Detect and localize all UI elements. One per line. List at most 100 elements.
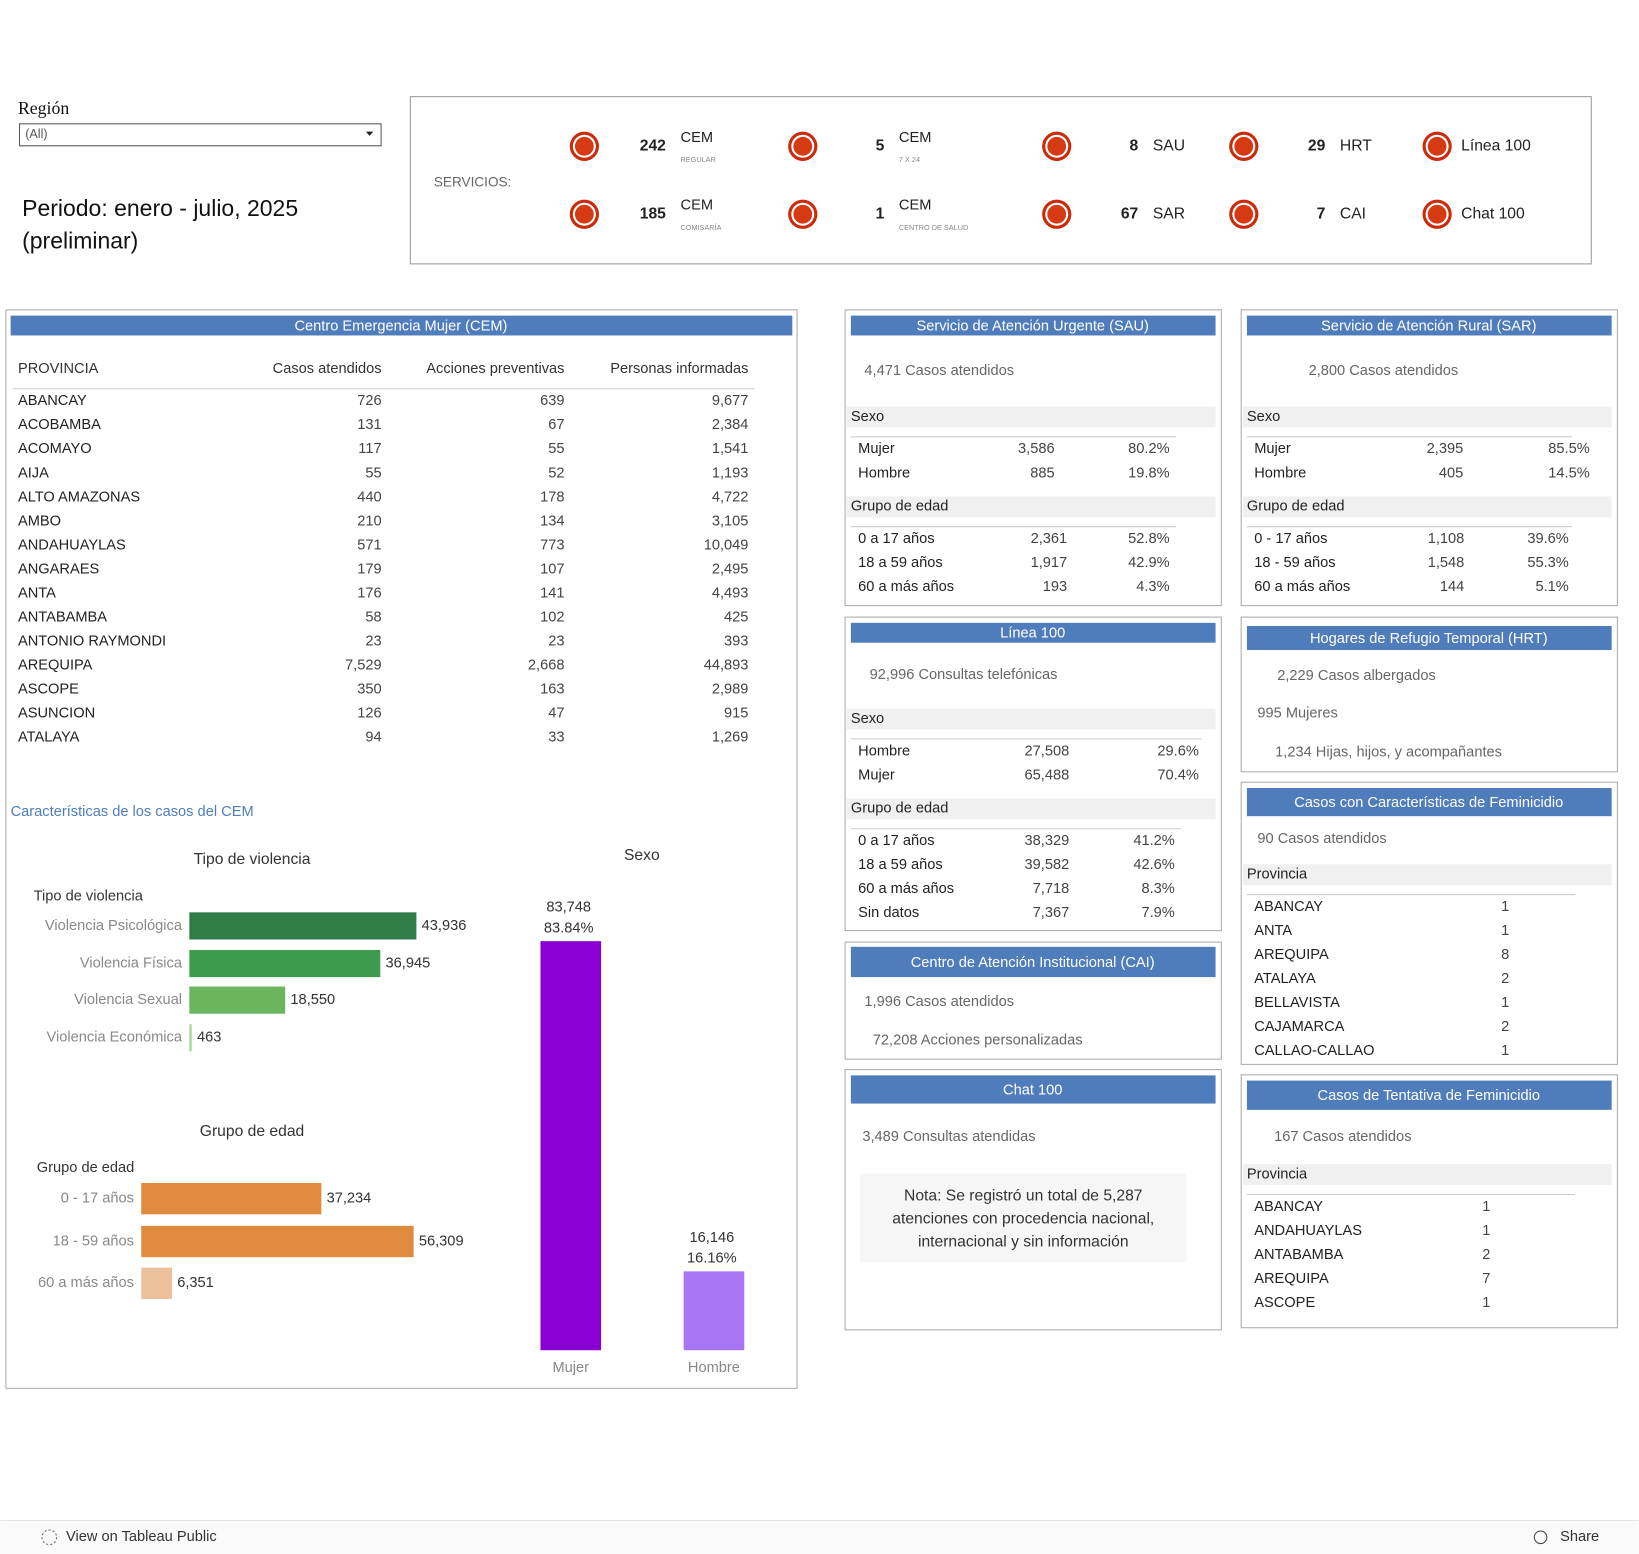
panel-title-bar — [850, 1075, 1216, 1104]
service-name: SAR — [1153, 205, 1185, 222]
row-label: ASCOPE — [1254, 1295, 1315, 1311]
row-label: Sin datos — [858, 905, 919, 921]
row-value: 7.9% — [1141, 905, 1174, 921]
panel-title-bar — [850, 946, 1216, 978]
table-cell: ASUNCION — [18, 706, 95, 722]
service-icon — [1427, 204, 1447, 224]
service-icon — [574, 204, 594, 224]
service-count: 1 — [876, 205, 885, 222]
chart-title: Tipo de violencia — [194, 851, 311, 868]
row-value: 4.3% — [1136, 579, 1169, 595]
summary: 1,996 Casos atendidos — [864, 994, 1014, 1010]
panel-title-bar — [850, 622, 1216, 643]
section-band — [1242, 864, 1612, 886]
summary: 167 Casos atendidos — [1274, 1129, 1411, 1145]
panel-title: Centro Emergencia Mujer (CEM) — [294, 318, 507, 334]
section-heading: Grupo de edad — [851, 499, 949, 515]
table-cell: 350 — [357, 682, 381, 698]
panel — [844, 309, 1222, 607]
row-value: 405 — [1439, 465, 1463, 481]
dropdown-arrow — [365, 131, 374, 136]
service-icon — [1234, 136, 1254, 156]
table-cell: 10,049 — [704, 537, 749, 553]
row-label: 0 a 17 años — [858, 531, 934, 547]
row-value: 1 — [1501, 1043, 1509, 1059]
table-cell: 1,541 — [712, 441, 749, 457]
bar — [189, 986, 286, 1014]
table-cell: 23 — [548, 634, 564, 650]
tableau-icon — [41, 1529, 58, 1546]
table-cell: ANDAHUAYLAS — [18, 537, 126, 553]
panel-title: Línea 100 — [1000, 626, 1065, 642]
row-value: 14.5% — [1548, 465, 1589, 481]
table-cell: 2,495 — [712, 561, 749, 577]
table-cell: AMBO — [18, 513, 61, 529]
table-cell: 4,493 — [712, 585, 749, 601]
service-count: 5 — [876, 137, 885, 154]
row-label: AREQUIPA — [1254, 1271, 1329, 1287]
table-cell: 440 — [357, 489, 381, 505]
table-cell: 639 — [540, 393, 564, 409]
section-band — [1242, 406, 1612, 428]
row-label: ANDAHUAYLAS — [1254, 1223, 1362, 1239]
section-band — [846, 496, 1216, 518]
row-value: 85.5% — [1548, 441, 1589, 457]
panel-title-bar — [1246, 787, 1612, 817]
panel-title: Casos de Tentativa de Feminicidio — [1318, 1088, 1540, 1104]
dropdown[interactable] — [18, 123, 382, 147]
value-label: 6,351 — [177, 1275, 214, 1291]
summary: 1,234 Hijas, hijos, y acompañantes — [1275, 744, 1502, 760]
row-label: Mujer — [858, 441, 895, 457]
row-value: 2,361 — [1031, 531, 1068, 547]
summary: 2,229 Casos albergados — [1277, 668, 1436, 684]
panel-title-bar — [850, 315, 1216, 336]
row-value: 1,108 — [1428, 531, 1465, 547]
row-label: Hombre — [858, 465, 910, 481]
row-label: Mujer — [1254, 441, 1291, 457]
dropdown-value[interactable]: (All) — [25, 127, 47, 141]
section-heading: Grupo de edad — [851, 801, 949, 817]
table-cell: 44,893 — [704, 658, 749, 674]
panel — [1240, 309, 1618, 607]
table-cell: 7,529 — [345, 658, 382, 674]
table-cell: 107 — [540, 561, 564, 577]
footer-bar — [0, 1520, 1639, 1554]
table-cell: 210 — [357, 513, 381, 529]
bar — [540, 941, 602, 1351]
share-button[interactable]: Share — [1560, 1529, 1599, 1545]
panel-title-bar — [1246, 625, 1612, 651]
table-cell: 176 — [357, 585, 381, 601]
row-value: 70.4% — [1157, 767, 1198, 783]
service-sub: CENTRO DE SALUD — [899, 223, 968, 232]
section-band — [846, 798, 1216, 820]
row-value: 885 — [1030, 465, 1054, 481]
column-header: Casos atendidos — [273, 361, 382, 377]
row-label: 18 - 59 años — [1254, 555, 1335, 571]
period: (preliminar) — [22, 228, 138, 254]
row-label: 18 a 59 años — [858, 857, 943, 873]
row-label: 18 a 59 años — [858, 555, 943, 571]
tableau-link[interactable]: View on Tableau Public — [66, 1529, 217, 1545]
percent-label: 16.16% — [687, 1251, 737, 1267]
table-cell: 1,269 — [712, 730, 749, 746]
panel-title-bar — [1246, 315, 1612, 336]
section-heading: Provincia — [1247, 1167, 1308, 1183]
service-name: CEM — [899, 198, 932, 214]
table-cell: ANTABAMBA — [18, 609, 107, 625]
panel — [1240, 1074, 1618, 1329]
service-name: CEM — [899, 130, 932, 146]
bar — [141, 1267, 172, 1300]
row-value: 39,582 — [1025, 857, 1070, 873]
category-label: 0 - 17 años — [61, 1191, 134, 1207]
table-cell: 4,722 — [712, 489, 749, 505]
service-icon — [1427, 136, 1447, 156]
category-label: 18 - 59 años — [53, 1233, 134, 1249]
panel-title: Hogares de Refugio Temporal (HRT) — [1310, 631, 1548, 647]
service-icon — [1047, 136, 1067, 156]
row-label: ABANCAY — [1254, 899, 1323, 915]
service-count: 67 — [1121, 205, 1139, 222]
row-label: ATALAYA — [1254, 971, 1316, 987]
axis-label: Tipo de violencia — [34, 889, 144, 905]
service-sub: COMISARÍA — [681, 223, 722, 232]
table-cell: 2,668 — [528, 658, 565, 674]
